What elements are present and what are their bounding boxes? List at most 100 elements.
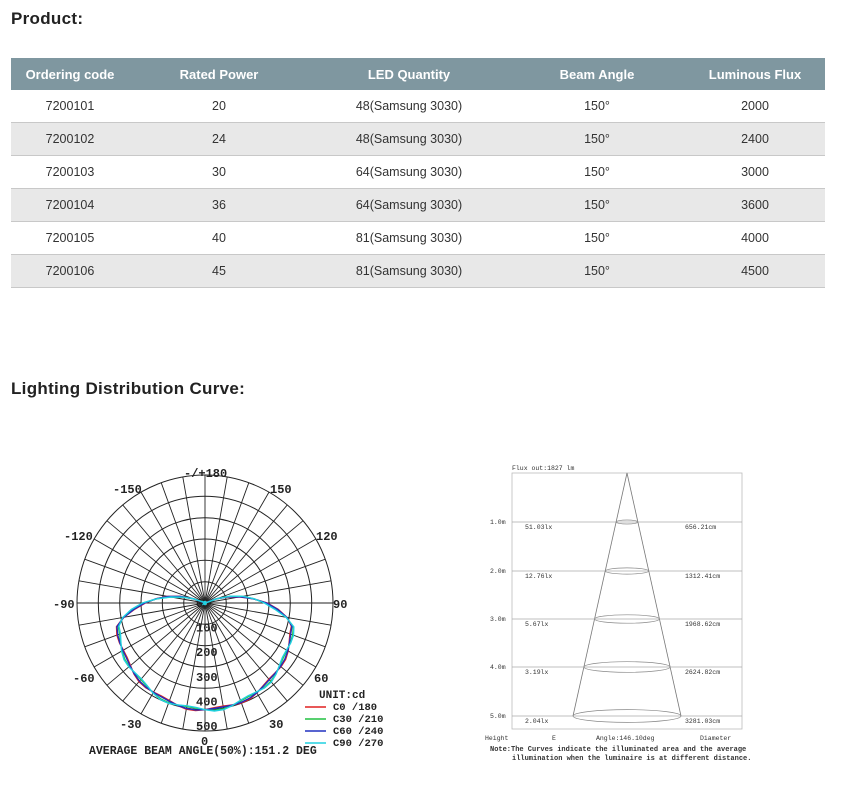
polar-grid-spoke <box>84 558 206 604</box>
table-cell: 3000 <box>685 155 825 189</box>
angle-label-m150: -150 <box>113 483 142 497</box>
polar-grid-spoke <box>204 602 304 686</box>
polar-grid-spoke <box>204 602 288 702</box>
polar-grid-spoke <box>204 504 288 604</box>
polar-grid-spoke <box>204 602 317 668</box>
header-led-quantity: LED Quantity <box>309 58 509 90</box>
header-rated-power: Rated Power <box>129 58 309 90</box>
radial-label: 400 <box>196 695 218 709</box>
cone-height: 1.0m <box>490 519 506 526</box>
cone-diameter: 656.21cm <box>685 524 716 531</box>
distribution-heading: Lighting Distribution Curve: <box>11 379 246 398</box>
table-cell: 150° <box>509 90 685 123</box>
unit-label: UNIT:cd <box>319 690 365 702</box>
flux-out-label: Flux out:1827 lm <box>512 465 575 472</box>
angle-label-p150: 150 <box>270 483 292 497</box>
footer-height: Height <box>485 735 509 742</box>
table-cell: 36 <box>129 188 309 222</box>
legend-label: C30 /210 <box>333 714 383 726</box>
product-heading: Product: <box>11 9 84 28</box>
polar-grid-spoke <box>204 602 326 648</box>
table-cell: 24 <box>129 122 309 156</box>
cone-lux: 3.19lx <box>525 669 549 676</box>
polar-curve <box>118 595 295 712</box>
angle-label-180: -/+180 <box>184 467 227 481</box>
table-cell: 7200104 <box>11 188 129 222</box>
note-line-2: illumination when the luminaire is at di… <box>512 755 751 763</box>
table-cell: 45 <box>129 254 309 288</box>
table-cell: 4500 <box>685 254 825 288</box>
table-row: 7200106 45 81(Samsung 3030) 150° 4500 <box>11 254 825 288</box>
polar-grid-spoke <box>140 491 206 604</box>
table-cell: 150° <box>509 122 685 156</box>
polar-grid-spoke <box>204 538 317 604</box>
table-cell: 7200106 <box>11 254 129 288</box>
table-cell: 30 <box>129 155 309 189</box>
table-cell: 81(Samsung 3030) <box>309 254 509 288</box>
beam-angle-text: AVERAGE BEAM ANGLE(50%):151.2 DEG <box>89 745 317 758</box>
table-cell: 40 <box>129 221 309 255</box>
product-table: Ordering code Rated Power LED Quantity B… <box>11 58 825 288</box>
polar-grid-spoke <box>78 580 206 604</box>
polar-grid-spoke <box>204 580 332 604</box>
polar-grid-spoke <box>204 476 228 604</box>
table-cell: 2400 <box>685 122 825 156</box>
angle-label-p30: 30 <box>269 718 283 732</box>
footer-e: E <box>552 735 556 742</box>
table-cell: 150° <box>509 221 685 255</box>
angle-label-m120: -120 <box>64 530 93 544</box>
cone-ellipse <box>583 661 671 673</box>
illuminance-cone-diagram: Flux out:1827 lm 1.0m 51.03lx 656.21cm 2.0m… <box>485 465 751 763</box>
footer-angle: Angle:146.10deg <box>596 735 655 742</box>
polar-grid-spoke <box>93 602 206 668</box>
polar-grid-spoke <box>204 602 332 626</box>
table-cell: 7200101 <box>11 90 129 123</box>
radial-label: 0 <box>196 597 203 611</box>
cone-lux: 12.76lx <box>525 573 552 580</box>
table-cell: 64(Samsung 3030) <box>309 188 509 222</box>
cone-diameter: 2624.82cm <box>685 669 720 676</box>
table-cell: 3600 <box>685 188 825 222</box>
cone-ellipse <box>594 614 660 624</box>
polar-grid-spoke <box>204 558 326 604</box>
polar-grid-spoke <box>204 482 250 604</box>
table-row: 7200102 24 48(Samsung 3030) 150° 2400 <box>11 122 825 156</box>
table-cell: 20 <box>129 90 309 123</box>
footer-diameter: Diameter <box>700 735 731 742</box>
polar-grid-spoke <box>140 602 206 715</box>
cone-ellipse <box>572 709 682 723</box>
cone-ellipse <box>604 567 650 575</box>
header-luminous-flux: Luminous Flux <box>685 58 825 90</box>
legend-label: C90 /270 <box>333 738 383 750</box>
cone-height: 2.0m <box>490 568 506 575</box>
radial-label: 300 <box>196 671 218 685</box>
cone-diameter: 1312.41cm <box>685 573 720 580</box>
polar-grid-spoke <box>204 602 228 730</box>
cone-lux: 5.67lx <box>525 621 549 628</box>
polar-grid-spoke <box>84 602 206 648</box>
legend-label: C60 /240 <box>333 726 383 738</box>
polar-grid-spoke <box>182 476 206 604</box>
table-cell: 4000 <box>685 221 825 255</box>
polar-grid-spoke <box>204 602 270 715</box>
header-ordering-code: Ordering code <box>11 58 129 90</box>
cone-ellipse <box>615 519 639 525</box>
polar-grid-spoke <box>122 602 206 702</box>
table-header-row: Ordering code Rated Power LED Quantity B… <box>11 58 825 90</box>
table-cell: 7200105 <box>11 221 129 255</box>
header-beam-angle: Beam Angle <box>509 58 685 90</box>
cone-height: 5.0m <box>490 713 506 720</box>
cone-diameter: 3281.03cm <box>685 718 720 725</box>
table-cell: 48(Samsung 3030) <box>309 122 509 156</box>
cone-diameter: 1968.62cm <box>685 621 720 628</box>
cone-lux: 2.04lx <box>525 718 549 725</box>
polar-grid-spoke <box>78 602 206 626</box>
table-row: 7200104 36 64(Samsung 3030) 150° 3600 <box>11 188 825 222</box>
radial-label: 500 <box>196 720 218 734</box>
cone-height: 3.0m <box>490 616 506 623</box>
angle-label-m60: -60 <box>73 672 95 686</box>
table-cell: 48(Samsung 3030) <box>309 90 509 123</box>
polar-grid-spoke <box>204 520 304 604</box>
legend-label: C0 /180 <box>333 702 377 714</box>
table-cell: 7200103 <box>11 155 129 189</box>
